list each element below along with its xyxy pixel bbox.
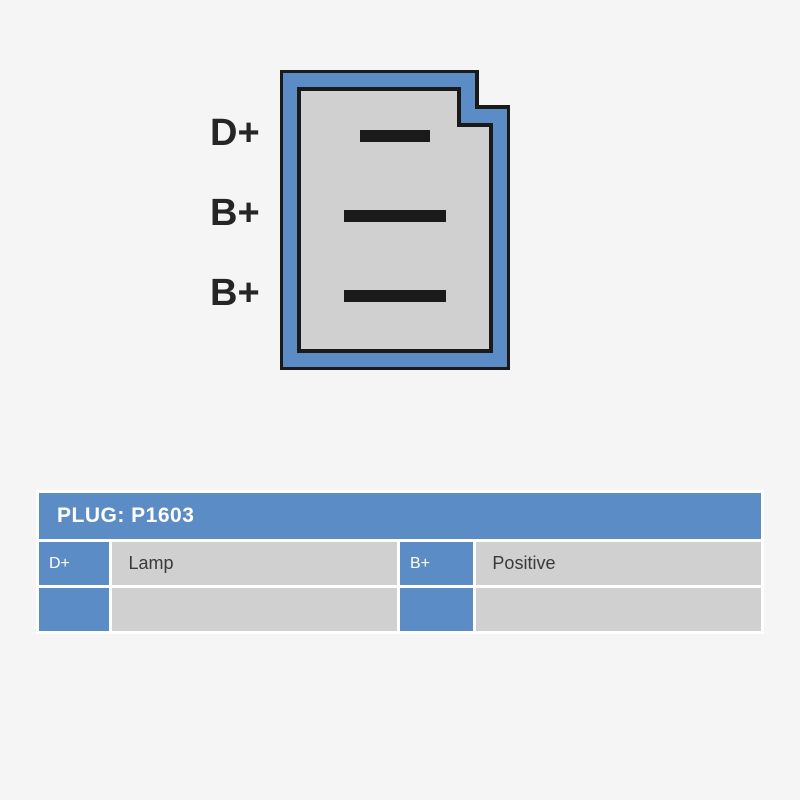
- pin-slot: [360, 130, 430, 142]
- pin-code-cell: [400, 588, 476, 634]
- pin-desc-cell: [476, 588, 764, 634]
- plug-table: PLUG: P1603D+LampB+Positive: [36, 490, 764, 634]
- pin-desc-cell: Lamp: [112, 542, 400, 588]
- pin-code-cell: D+: [36, 542, 112, 588]
- pin-desc-cell: Positive: [476, 542, 764, 588]
- table-row: [36, 588, 764, 634]
- pin-label: B+: [210, 272, 260, 315]
- pin-label: D+: [210, 112, 260, 155]
- pin-slot: [344, 210, 446, 222]
- pin-desc-cell: [112, 588, 400, 634]
- pin-code-cell: [36, 588, 112, 634]
- pin-label: B+: [210, 192, 260, 235]
- table-title: PLUG: P1603: [36, 490, 764, 542]
- connector-outline: [280, 70, 510, 370]
- pin-slot: [344, 290, 446, 302]
- table-row: D+LampB+Positive: [36, 542, 764, 588]
- pin-code-cell: B+: [400, 542, 476, 588]
- connector-diagram: D+ B+ B+: [0, 0, 800, 460]
- table-header: PLUG: P1603: [36, 490, 764, 542]
